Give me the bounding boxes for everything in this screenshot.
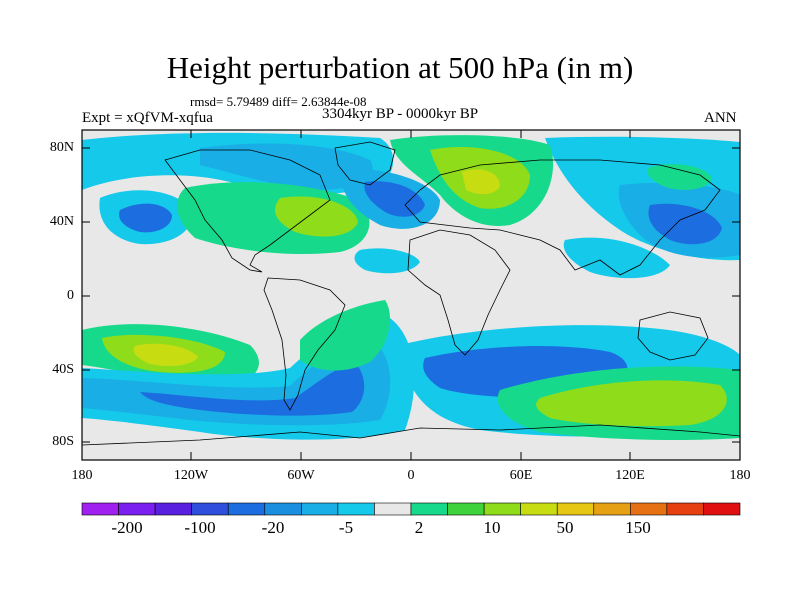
experiment-label: Expt = xQfVM-xqfua — [82, 110, 213, 126]
contour-tropic-indian-cyan — [563, 237, 670, 279]
colorbar-swatch — [593, 502, 631, 516]
colorbar-label-4: -5 — [338, 518, 354, 537]
lat-label-80s: 80S — [52, 434, 74, 449]
contour-north-lightblue — [200, 143, 373, 190]
colorbar-label-1: -200 — [111, 518, 143, 537]
colorbar-label-8: 150 — [625, 518, 651, 537]
lon-label-180w: 180 — [71, 468, 93, 483]
contour-sindian-lime — [536, 380, 727, 427]
axis-ticks — [82, 130, 740, 460]
colorbar-swatch — [483, 502, 521, 516]
map-title: Height perturbation at 500 hPa (in m) — [166, 50, 634, 85]
lon-label-0: 0 — [407, 468, 415, 483]
lon-label-120w: 120W — [173, 468, 209, 483]
colorbar-label-3: -20 — [261, 518, 285, 537]
coastline-australia — [637, 311, 709, 361]
lon-label-120e: 120E — [615, 468, 645, 483]
lon-label-60e: 60E — [509, 468, 533, 483]
colorbar-swatch — [118, 502, 156, 516]
contour-field — [82, 130, 740, 460]
contour-namerica-lime — [275, 196, 358, 237]
colorbar-swatch — [410, 502, 448, 516]
lat-label-40n: 40N — [49, 214, 74, 229]
statistics-line: rmsd= 5.79489 diff= 2.63844e-08 — [190, 94, 367, 109]
colorbar-label-7: 50 — [556, 518, 574, 537]
contour-greenland-orange — [462, 169, 500, 195]
coastline-south-america — [263, 277, 346, 411]
colorbar-swatch — [630, 502, 668, 516]
contour-spacific-yellow — [133, 343, 198, 366]
contour-kamchatka-green — [647, 164, 712, 190]
period-label: 3304kyr BP - 0000kyr BP — [322, 106, 479, 122]
colorbar-label-6: 10 — [483, 518, 501, 537]
contour-asia-darkblue — [648, 203, 722, 245]
contour-southern-blue — [140, 362, 365, 416]
lat-label-40s: 40S — [52, 362, 74, 377]
coastlines — [82, 141, 740, 446]
lat-label-0: 0 — [67, 288, 74, 303]
colorbar-swatch — [337, 502, 375, 516]
contour-atlantic-darkblue — [364, 181, 425, 217]
colorbar-swatch — [703, 502, 741, 516]
colorbar-swatch — [191, 502, 229, 516]
coastline-north-america — [164, 149, 331, 273]
colorbar-swatch — [666, 502, 704, 516]
contour-tropic-atlantic-cyan — [354, 248, 420, 274]
lat-label-80n: 80N — [49, 140, 74, 155]
contour-npacific-blue — [119, 203, 172, 233]
season-label: ANN — [704, 110, 737, 126]
colorbar-swatch — [447, 502, 485, 516]
contour-satlantic-green — [300, 300, 390, 371]
colorbar-swatch — [264, 502, 302, 516]
lon-label-180e: 180 — [729, 468, 751, 483]
coastline-greenland — [334, 141, 396, 186]
colorbar — [81, 502, 741, 516]
colorbar-swatch — [227, 502, 266, 516]
coastline-africa — [407, 229, 511, 356]
colorbar-swatch — [301, 502, 339, 516]
colorbar-swatch — [374, 502, 412, 516]
coastline-europe-asia — [404, 159, 721, 276]
colorbar-label-2: -100 — [184, 518, 216, 537]
colorbar-swatch — [520, 502, 558, 516]
colorbar-swatch — [556, 502, 595, 516]
colorbar-swatch — [81, 502, 119, 516]
colorbar-swatch — [154, 502, 192, 516]
coastline-antarctica — [82, 424, 740, 446]
colorbar-label-5: 2 — [414, 518, 424, 537]
lon-label-60w: 60W — [287, 468, 315, 483]
